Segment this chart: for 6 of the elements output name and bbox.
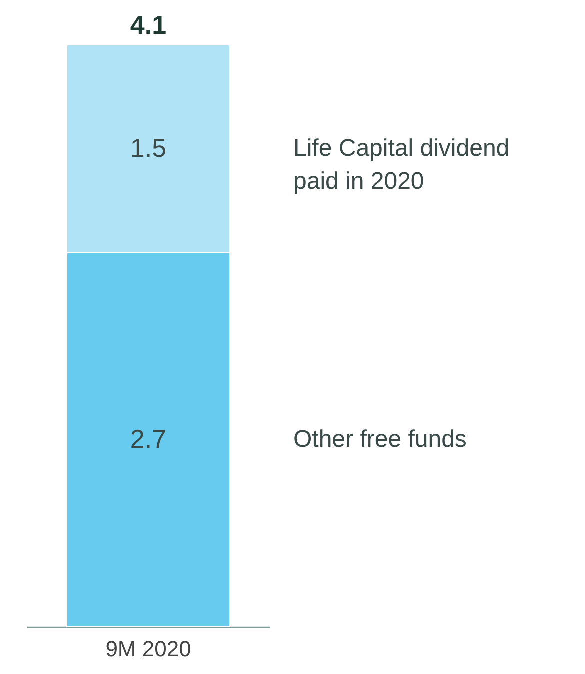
- text: Other free funds: [294, 426, 467, 453]
- x-tick-label: 9M 2020: [106, 636, 192, 662]
- total-label: 4.1: [130, 10, 167, 40]
- text: Life Capital dividend paid in 2020: [294, 134, 510, 195]
- data-label: 2.7: [130, 424, 167, 454]
- data-label: 1.5: [130, 132, 167, 163]
